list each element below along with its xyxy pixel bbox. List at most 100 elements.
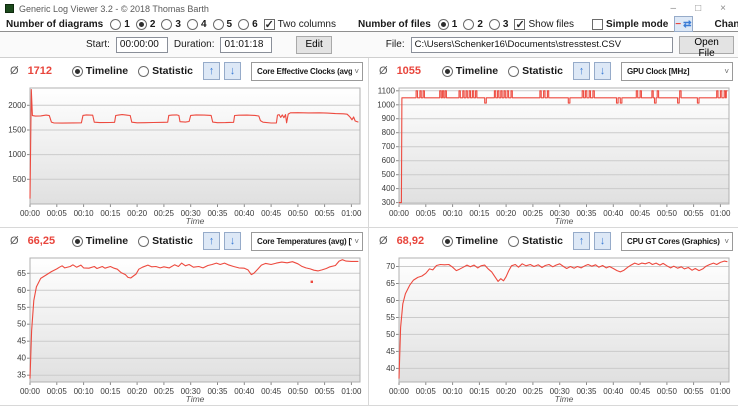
two-columns-checkbox[interactable]: Two columns <box>263 18 336 31</box>
metric-up-button[interactable]: ↑ <box>203 62 220 80</box>
start-input[interactable] <box>115 36 168 53</box>
svg-text:65: 65 <box>386 279 395 288</box>
timeline-radio[interactable]: Timeline <box>71 235 128 247</box>
svg-text:00:20: 00:20 <box>496 387 517 396</box>
svg-text:01:00: 01:00 <box>341 387 362 396</box>
svg-text:00:40: 00:40 <box>603 387 624 396</box>
svg-text:300: 300 <box>382 198 396 207</box>
svg-text:50: 50 <box>17 320 26 329</box>
diagrams-radio-3[interactable]: 3 <box>161 18 181 30</box>
checkbox-icon <box>592 18 604 30</box>
diagram-grid: Ø 1712 Timeline Statistic ↑ ↓ Core Effec… <box>0 58 738 406</box>
diagrams-radio-4[interactable]: 4 <box>186 18 207 30</box>
panel-header: Ø 66,25 Timeline Statistic ↑ ↓ Core Temp… <box>0 228 368 254</box>
average-icon: Ø <box>10 65 19 77</box>
simple-mode-checkbox[interactable]: Simple mode <box>592 18 668 30</box>
metric-down-button[interactable]: ↓ <box>594 232 611 250</box>
svg-text:00:00: 00:00 <box>389 387 410 396</box>
metric-up-button[interactable]: ↑ <box>203 232 220 250</box>
timeline-radio[interactable]: Timeline <box>71 65 128 77</box>
average-icon: Ø <box>379 65 388 77</box>
svg-text:50: 50 <box>386 330 395 339</box>
files-radio-3[interactable]: 3 <box>488 18 508 30</box>
maximize-icon[interactable]: □ <box>695 3 702 14</box>
minimize-icon[interactable]: – <box>670 3 677 14</box>
radio-icon <box>437 18 449 30</box>
duration-input[interactable] <box>220 36 273 53</box>
svg-text:500: 500 <box>13 175 27 184</box>
svg-text:00:15: 00:15 <box>469 209 490 218</box>
metric-up-button[interactable]: ↑ <box>573 62 590 80</box>
duration-label: Duration: <box>173 39 215 50</box>
arrow-down-icon: ↓ <box>599 65 606 77</box>
statistic-radio[interactable]: Statistic <box>138 65 193 77</box>
statistic-radio[interactable]: Statistic <box>138 235 193 247</box>
radio-icon <box>508 235 520 247</box>
svg-text:45: 45 <box>17 337 26 346</box>
svg-text:00:30: 00:30 <box>550 387 571 396</box>
radio-icon <box>441 235 453 247</box>
metric-down-button[interactable]: ↓ <box>224 232 241 250</box>
diagrams-label: Number of diagrams <box>6 18 104 30</box>
diagrams-radio-6[interactable]: 6 <box>238 18 258 30</box>
metric-down-button[interactable]: ↓ <box>224 62 241 80</box>
start-label: Start: <box>86 39 110 50</box>
chevron-down-icon: ˅ <box>354 66 359 76</box>
svg-text:900: 900 <box>382 114 396 123</box>
metric-up-button[interactable]: ↑ <box>573 232 590 250</box>
svg-text:00:35: 00:35 <box>576 209 597 218</box>
file-path-input[interactable] <box>410 36 674 53</box>
close-icon[interactable]: × <box>720 3 726 14</box>
svg-text:00:15: 00:15 <box>469 387 490 396</box>
files-radio-2[interactable]: 2 <box>463 18 483 30</box>
edit-button[interactable]: Edit <box>296 35 332 54</box>
chevron-down-icon: ˅ <box>724 66 729 76</box>
metric-down-button[interactable]: ↓ <box>594 62 611 80</box>
svg-text:Time: Time <box>555 216 574 226</box>
metric-dropdown[interactable]: CPU GT Cores (Graphics) [°C] ˅ <box>621 231 733 251</box>
diagram-panel-2: Ø 1055 Timeline Statistic ↑ ↓ GPU Clock … <box>369 58 738 228</box>
radio-icon <box>71 65 83 77</box>
average-icon: Ø <box>10 235 19 247</box>
files-label: Number of files <box>357 18 431 30</box>
diagram-panel-4: Ø 68,92 Timeline Statistic ↑ ↓ CPU GT Co… <box>369 228 738 406</box>
diagrams-radio-5[interactable]: 5 <box>212 18 232 30</box>
svg-text:40: 40 <box>386 364 395 373</box>
svg-text:00:30: 00:30 <box>550 209 571 218</box>
svg-text:00:10: 00:10 <box>443 209 464 218</box>
svg-text:00:55: 00:55 <box>315 209 336 218</box>
svg-text:01:00: 01:00 <box>341 209 362 218</box>
metric-dropdown[interactable]: Core Effective Clocks (avg) [MHz] ˅ <box>251 61 363 81</box>
svg-text:1000: 1000 <box>8 150 26 159</box>
open-file-button[interactable]: Open File <box>679 35 734 59</box>
timeline-radio[interactable]: Timeline <box>441 65 498 77</box>
show-files-checkbox[interactable]: Show files <box>514 18 574 31</box>
svg-text:00:55: 00:55 <box>684 209 705 218</box>
arrow-down-icon: ↓ <box>599 235 606 247</box>
checkbox-icon <box>514 18 526 31</box>
svg-text:45: 45 <box>386 347 395 356</box>
svg-text:00:25: 00:25 <box>523 209 544 218</box>
svg-text:800: 800 <box>382 128 396 137</box>
radio-icon <box>441 65 453 77</box>
statistic-radio[interactable]: Statistic <box>508 65 563 77</box>
svg-text:00:10: 00:10 <box>74 209 95 218</box>
remove-refresh-button[interactable]: − ⇄ <box>674 16 693 32</box>
svg-text:400: 400 <box>382 184 396 193</box>
timeline-radio[interactable]: Timeline <box>441 235 498 247</box>
statistic-radio[interactable]: Statistic <box>508 235 563 247</box>
arrow-down-icon: ↓ <box>229 235 236 247</box>
window-title: Generic Log Viewer 3.2 - © 2018 Thomas B… <box>19 3 209 14</box>
svg-text:00:35: 00:35 <box>576 387 597 396</box>
radio-icon <box>71 235 83 247</box>
main-toolbar: Number of diagrams 1 2 3 4 5 6 Two colum… <box>0 16 738 32</box>
metric-dropdown[interactable]: Core Temperatures (avg) [°C] ˅ <box>251 231 363 251</box>
svg-text:00:15: 00:15 <box>100 209 121 218</box>
metric-dropdown[interactable]: GPU Clock [MHz] ˅ <box>621 61 733 81</box>
radio-icon <box>463 18 475 30</box>
diagrams-radio-1[interactable]: 1 <box>110 18 130 30</box>
svg-text:00:45: 00:45 <box>630 209 651 218</box>
files-radio-1[interactable]: 1 <box>437 18 457 30</box>
radio-icon <box>212 18 224 30</box>
diagrams-radio-2[interactable]: 2 <box>135 18 155 30</box>
